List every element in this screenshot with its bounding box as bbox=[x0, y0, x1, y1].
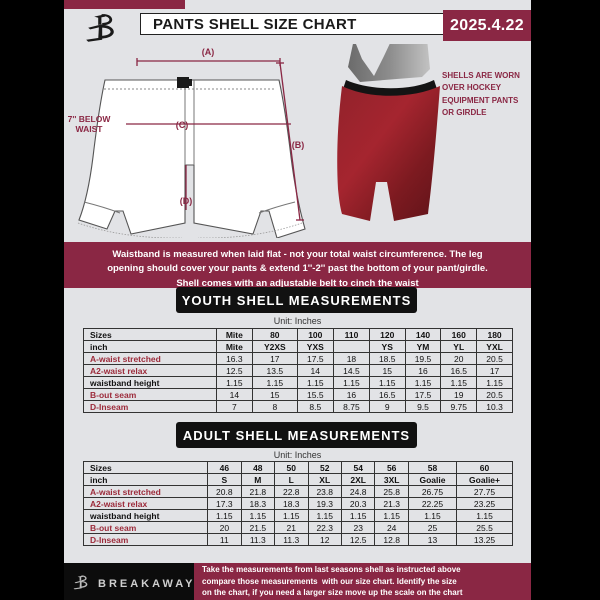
svg-text:7'' BELOW: 7'' BELOW bbox=[68, 114, 112, 124]
svg-text:(A): (A) bbox=[202, 47, 215, 57]
svg-text:(C): (C) bbox=[176, 120, 189, 130]
svg-text:WAIST: WAIST bbox=[76, 124, 104, 134]
svg-text:(B): (B) bbox=[292, 140, 305, 150]
svg-text:(D): (D) bbox=[180, 196, 193, 206]
